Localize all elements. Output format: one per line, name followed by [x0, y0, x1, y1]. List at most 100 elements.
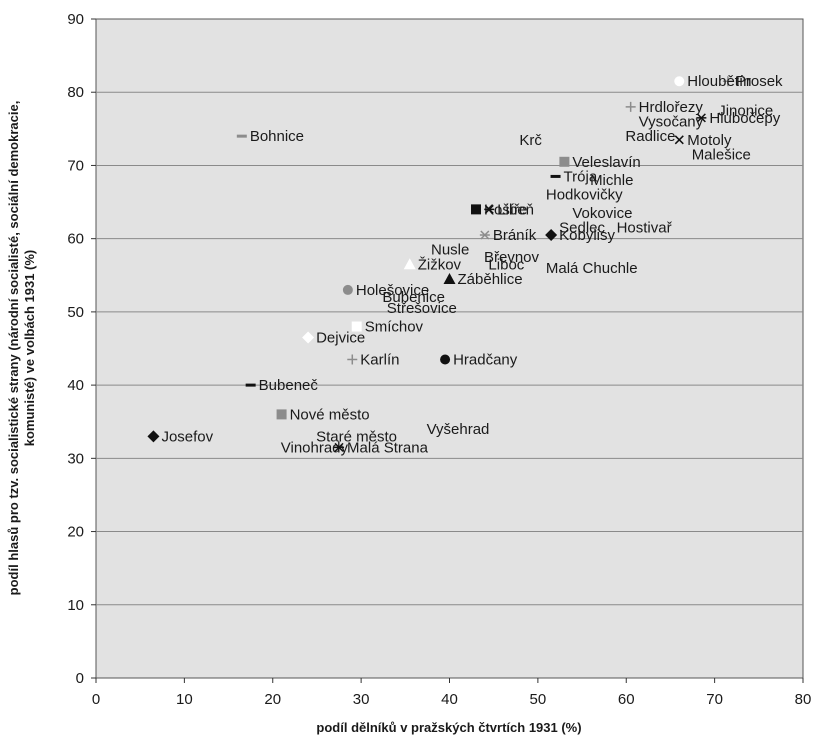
marker-square [276, 409, 287, 420]
point-label: Břevnov [484, 249, 540, 266]
point-marker [443, 272, 456, 284]
point-marker [342, 284, 353, 295]
y-tick-label: 60 [67, 231, 84, 248]
point-label: Smíchov [365, 319, 424, 336]
point-label: Nusle [431, 242, 469, 259]
point-label: Hradčany [453, 351, 518, 368]
point-label: Michle [590, 172, 633, 189]
point-label: Záběhlice [458, 271, 523, 288]
point-label: Prosek [736, 73, 783, 90]
point-label: Staré město [316, 428, 397, 445]
point-label: Malešice [692, 146, 751, 163]
marker-ast-b [484, 204, 494, 214]
point-marker [334, 442, 345, 452]
point-marker [722, 76, 733, 87]
x-tick-label: 10 [176, 691, 193, 708]
marker-square [471, 204, 482, 215]
point-label: Bráník [493, 227, 537, 244]
marker-x-b [674, 135, 684, 145]
point-marker [276, 409, 287, 420]
point-marker [347, 354, 358, 365]
y-axis-title-line-1: podíl hlasů pro tzv. socialistické stran… [6, 101, 21, 596]
marker-diamond [545, 229, 558, 242]
point-label: Liboc [488, 256, 524, 273]
point-label: Vokovice [572, 205, 632, 222]
point-label: Hrdlořezy [639, 99, 704, 116]
point-label: Bohnice [250, 128, 304, 145]
point-marker [351, 321, 362, 332]
x-tick-label: 20 [264, 691, 281, 708]
point-marker [559, 156, 570, 167]
y-tick-label: 30 [67, 450, 84, 467]
y-tick-label: 40 [67, 377, 84, 394]
point-label: Veleslavín [572, 154, 640, 171]
point-label: Motoly [687, 132, 732, 149]
point-label: Hloubětín [687, 73, 751, 90]
point-marker [625, 101, 636, 112]
x-axis-ticks: 0 10 20 30 40 50 60 70 80 [92, 678, 812, 708]
marker-diamond [147, 430, 160, 443]
marker-triangle [403, 258, 416, 270]
point-marker [674, 76, 685, 87]
y-tick-label: 90 [67, 11, 84, 28]
gridlines [96, 91, 803, 606]
point-label: Krč [519, 132, 542, 149]
x-tick-label: 30 [353, 691, 370, 708]
y-tick-label: 10 [67, 597, 84, 614]
point-label: Nové město [290, 406, 370, 423]
point-label: Karlín [360, 351, 399, 368]
point-label: Žižkov [418, 256, 462, 273]
plot-area [95, 18, 804, 679]
point-label: Hostivař [617, 220, 673, 237]
marker-diamond [302, 331, 315, 344]
marker-ast-b [334, 442, 344, 452]
point-label: Bubeneč [259, 377, 319, 394]
y-tick-label: 0 [76, 670, 84, 687]
y-tick-label: 80 [67, 84, 84, 101]
point-marker [302, 331, 315, 344]
x-tick-label: 60 [618, 691, 635, 708]
point-label: Dejvice [316, 330, 365, 347]
point-label: Vysočany [639, 114, 704, 131]
point-label: Malá Strana [347, 439, 429, 456]
point-marker [545, 229, 558, 242]
y-tick-label: 20 [67, 524, 84, 541]
point-label: Trója [564, 168, 598, 185]
point-label: Kobylisy [559, 227, 615, 244]
point-marker [440, 354, 451, 365]
x-tick-label: 70 [706, 691, 723, 708]
point-marker [696, 113, 707, 123]
y-axis-title-line-2: komunisté) ve volbách 1931 (%) [22, 250, 37, 447]
point-label: Bubenice [382, 289, 445, 306]
point-label: Radlice [625, 128, 675, 145]
point-label: Holešovice [356, 282, 429, 299]
x-tick-label: 50 [530, 691, 547, 708]
point-label: Hlubočepy [709, 110, 780, 127]
marker-square [351, 321, 362, 332]
y-axis-ticks: 0 10 20 30 40 50 60 70 80 90 [67, 11, 96, 687]
point-marker [147, 430, 160, 443]
point-label: Košíře [484, 201, 527, 218]
point-label: Střešovice [387, 300, 457, 317]
point-label: Jinonice [718, 103, 773, 120]
point-marker [674, 135, 684, 145]
x-axis-title: podíl dělníků v pražských čtvrtích 1931 … [316, 720, 581, 735]
marker-ast-b [696, 113, 706, 123]
point-marker [403, 258, 416, 270]
point-label: Malá Chuchle [546, 260, 638, 277]
point-label: Hodkovičky [546, 187, 623, 204]
marker-triangle [443, 272, 456, 284]
point-label: Vyšehrad [427, 421, 490, 438]
x-tick-label: 40 [441, 691, 458, 708]
point-label: Vinohrady [281, 439, 349, 456]
point-marker [484, 204, 495, 214]
point-label: Josefov [161, 428, 213, 445]
marker-circle [674, 76, 685, 87]
point-label: Libeň [497, 201, 534, 218]
point-label: Sedlec [559, 220, 605, 237]
marker-square [559, 156, 570, 167]
x-tick-label: 80 [795, 691, 812, 708]
y-tick-label: 50 [67, 304, 84, 321]
